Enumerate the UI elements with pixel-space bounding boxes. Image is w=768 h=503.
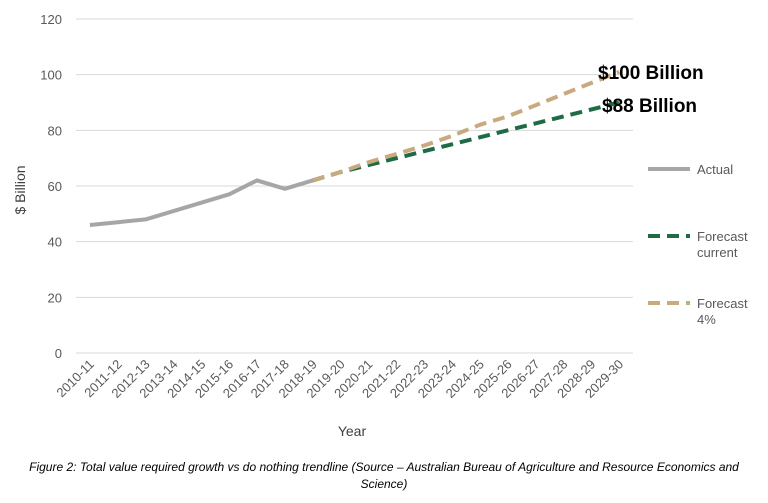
series-line-0 bbox=[89, 178, 314, 227]
series-lines bbox=[89, 70, 620, 227]
y-tick-label: 120 bbox=[40, 12, 62, 27]
y-tick-label: 80 bbox=[48, 123, 62, 138]
legend-label: Forecast bbox=[697, 296, 748, 311]
y-tick-label: 40 bbox=[48, 235, 62, 250]
y-tick-label: 20 bbox=[48, 290, 62, 305]
x-axis-ticks: 2010-112011-122012-132013-142014-152015-… bbox=[53, 357, 626, 401]
y-axis-ticks: 0 20 40 60 80 100 120 bbox=[40, 12, 62, 361]
figure-caption: Figure 2: Total value required growth vs… bbox=[0, 459, 768, 493]
legend-label: Actual bbox=[697, 162, 733, 177]
gridlines bbox=[76, 18, 633, 354]
annotation-forecast-current: $88 Billion bbox=[602, 96, 697, 117]
series-line-2 bbox=[312, 70, 620, 183]
y-tick-label: 60 bbox=[48, 179, 62, 194]
y-tick-label: 0 bbox=[55, 346, 62, 361]
legend-label: Forecast bbox=[697, 229, 748, 244]
series-line-1 bbox=[312, 100, 620, 183]
caption-line-2: Science) bbox=[360, 477, 408, 491]
y-axis-title: $ Billion bbox=[12, 165, 28, 214]
x-axis-title: Year bbox=[338, 423, 367, 439]
caption-line-1: Figure 2: Total value required growth vs… bbox=[29, 460, 739, 474]
legend-label: current bbox=[697, 245, 738, 260]
line-chart: 0 20 40 60 80 100 120 2010-112011-122012-13201… bbox=[12, 12, 748, 439]
annotation-forecast-4pct: $100 Billion bbox=[598, 63, 704, 84]
legend-label: 4% bbox=[697, 312, 716, 327]
y-tick-label: 100 bbox=[40, 68, 62, 83]
